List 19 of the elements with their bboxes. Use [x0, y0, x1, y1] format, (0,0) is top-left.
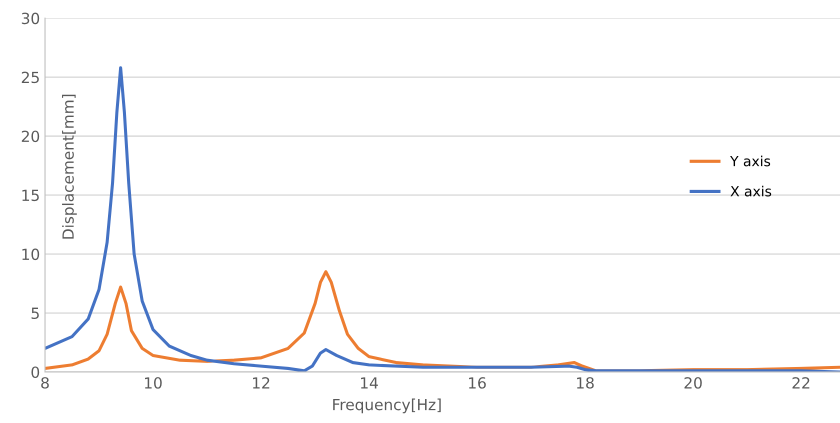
y-axis-title: Displacement[mm] [62, 94, 77, 239]
y-tick-label: 20 [22, 130, 40, 142]
y-tick-label: 30 [22, 12, 40, 24]
x-tick-label: 22 [792, 377, 810, 388]
legend-label: Y axis [730, 156, 770, 166]
x-tick-label: 20 [684, 377, 702, 389]
x-axis-title: Frequency[Hz] [333, 398, 441, 414]
legend-label: X axis [730, 186, 772, 196]
y-tick-label: 0 [31, 366, 40, 378]
x-tick-label: 14 [361, 377, 378, 388]
y-tick-label: 15 [22, 190, 39, 202]
x-tick-label: 12 [253, 377, 270, 388]
y-tick-label: 5 [32, 308, 39, 320]
x-tick-label: 10 [144, 377, 162, 389]
y-tick-label: 25 [22, 72, 39, 84]
x-tick-label: 8 [41, 377, 49, 389]
x-tick-label: 16 [469, 377, 486, 389]
y-tick-label: 10 [22, 248, 40, 260]
x-tick-label: 18 [577, 377, 594, 389]
